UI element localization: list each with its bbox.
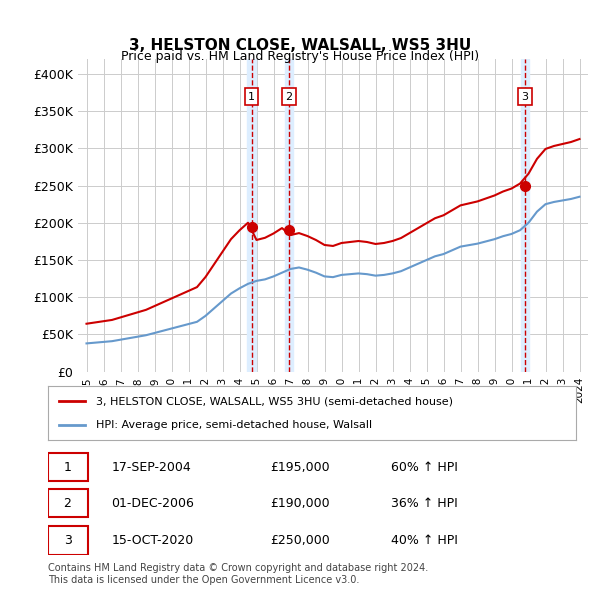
Text: £195,000: £195,000 [270, 461, 329, 474]
FancyBboxPatch shape [48, 526, 88, 555]
Text: 3: 3 [521, 91, 529, 101]
Bar [285, 59, 293, 372]
Text: 3, HELSTON CLOSE, WALSALL, WS5 3HU: 3, HELSTON CLOSE, WALSALL, WS5 3HU [129, 38, 471, 53]
Text: 1: 1 [248, 91, 255, 101]
Text: 40% ↑ HPI: 40% ↑ HPI [391, 534, 458, 547]
FancyBboxPatch shape [48, 453, 88, 481]
Text: 1: 1 [64, 461, 71, 474]
Text: 01-DEC-2006: 01-DEC-2006 [112, 497, 194, 510]
Text: 15-OCT-2020: 15-OCT-2020 [112, 534, 194, 547]
Text: 3: 3 [64, 534, 71, 547]
Text: Contains HM Land Registry data © Crown copyright and database right 2024.
This d: Contains HM Land Registry data © Crown c… [48, 563, 428, 585]
Text: 3, HELSTON CLOSE, WALSALL, WS5 3HU (semi-detached house): 3, HELSTON CLOSE, WALSALL, WS5 3HU (semi… [95, 396, 452, 407]
Text: £190,000: £190,000 [270, 497, 329, 510]
Text: Price paid vs. HM Land Registry's House Price Index (HPI): Price paid vs. HM Land Registry's House … [121, 50, 479, 63]
Text: 2: 2 [64, 497, 71, 510]
Text: 17-SEP-2004: 17-SEP-2004 [112, 461, 191, 474]
Text: 2: 2 [286, 91, 293, 101]
Bar [247, 59, 256, 372]
Text: £250,000: £250,000 [270, 534, 329, 547]
Text: 60% ↑ HPI: 60% ↑ HPI [391, 461, 458, 474]
FancyBboxPatch shape [48, 489, 88, 517]
Text: 36% ↑ HPI: 36% ↑ HPI [391, 497, 458, 510]
Bar [521, 59, 529, 372]
Text: HPI: Average price, semi-detached house, Walsall: HPI: Average price, semi-detached house,… [95, 419, 371, 430]
